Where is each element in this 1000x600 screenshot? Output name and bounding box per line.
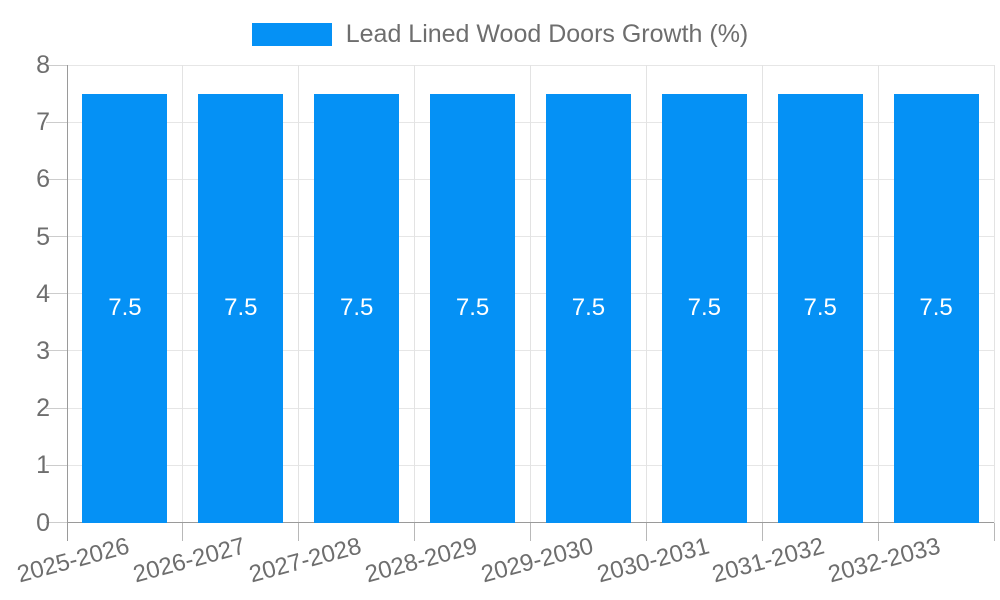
x-axis-line bbox=[67, 522, 994, 523]
x-axis-label: 2029-2030 bbox=[477, 532, 596, 589]
x-tick bbox=[761, 522, 763, 541]
bar-value-label: 7.5 bbox=[455, 294, 490, 322]
bar-value-label: 7.5 bbox=[919, 294, 953, 322]
bar-value-label: 7.5 bbox=[571, 294, 606, 322]
y-tick bbox=[46, 350, 67, 352]
bar-value-label: 7.5 bbox=[108, 294, 142, 322]
x-axis-label: 2025-2026 bbox=[14, 532, 133, 589]
v-gridline bbox=[182, 65, 184, 523]
legend-label: Lead Lined Wood Doors Growth (%) bbox=[345, 20, 749, 48]
v-gridline bbox=[761, 65, 763, 523]
x-axis-label: 2027-2028 bbox=[246, 532, 365, 589]
y-axis-label: 4 bbox=[36, 279, 50, 308]
y-axis-label: 8 bbox=[36, 51, 50, 79]
y-tick bbox=[46, 407, 67, 409]
x-axis-label: 2032-2033 bbox=[825, 532, 944, 589]
bar-value-label: 7.5 bbox=[687, 294, 721, 322]
y-tick bbox=[46, 178, 67, 180]
y-axis-label: 5 bbox=[36, 222, 50, 251]
x-tick bbox=[877, 522, 879, 541]
y-axis-label: 0 bbox=[36, 508, 50, 537]
x-axis-label: 2030-2031 bbox=[593, 532, 712, 589]
x-tick bbox=[993, 522, 995, 541]
v-gridline bbox=[414, 65, 416, 523]
bar[interactable] bbox=[82, 93, 168, 523]
x-axis-label: 2031-2032 bbox=[709, 532, 828, 589]
bar[interactable] bbox=[198, 93, 284, 523]
bar-value-label: 7.5 bbox=[224, 294, 258, 322]
x-tick bbox=[530, 522, 531, 541]
bar[interactable] bbox=[430, 93, 516, 523]
x-tick bbox=[414, 522, 416, 541]
y-tick bbox=[46, 464, 67, 466]
bar[interactable] bbox=[545, 93, 631, 523]
v-gridline bbox=[298, 65, 300, 523]
y-axis-label: 6 bbox=[36, 165, 50, 194]
bar[interactable] bbox=[777, 93, 863, 523]
x-tick bbox=[645, 522, 647, 541]
y-axis-line bbox=[66, 65, 68, 541]
chart-legend[interactable]: Lead Lined Wood Doors Growth (%) bbox=[0, 20, 1000, 48]
y-axis-label: 2 bbox=[36, 394, 50, 423]
v-gridline bbox=[645, 65, 647, 523]
y-axis-label: 7 bbox=[36, 108, 50, 137]
bar[interactable] bbox=[314, 93, 400, 523]
y-tick bbox=[46, 293, 67, 295]
bar[interactable] bbox=[661, 93, 747, 523]
x-axis-label: 2026-2027 bbox=[130, 532, 249, 589]
y-tick bbox=[46, 64, 67, 66]
y-tick bbox=[46, 236, 67, 238]
bar-value-label: 7.5 bbox=[340, 294, 374, 322]
legend-swatch bbox=[251, 22, 332, 46]
v-gridline bbox=[993, 65, 995, 523]
bar-value-label: 7.5 bbox=[803, 294, 837, 322]
bar[interactable] bbox=[893, 93, 979, 523]
y-axis-label: 3 bbox=[36, 336, 50, 365]
x-axis-label: 2028-2029 bbox=[362, 532, 480, 589]
x-tick bbox=[298, 522, 300, 541]
y-tick bbox=[46, 522, 67, 523]
v-gridline bbox=[877, 65, 879, 523]
y-axis-label: 1 bbox=[36, 451, 50, 480]
v-gridline bbox=[530, 65, 531, 523]
x-tick bbox=[182, 522, 184, 541]
y-tick bbox=[46, 121, 67, 123]
